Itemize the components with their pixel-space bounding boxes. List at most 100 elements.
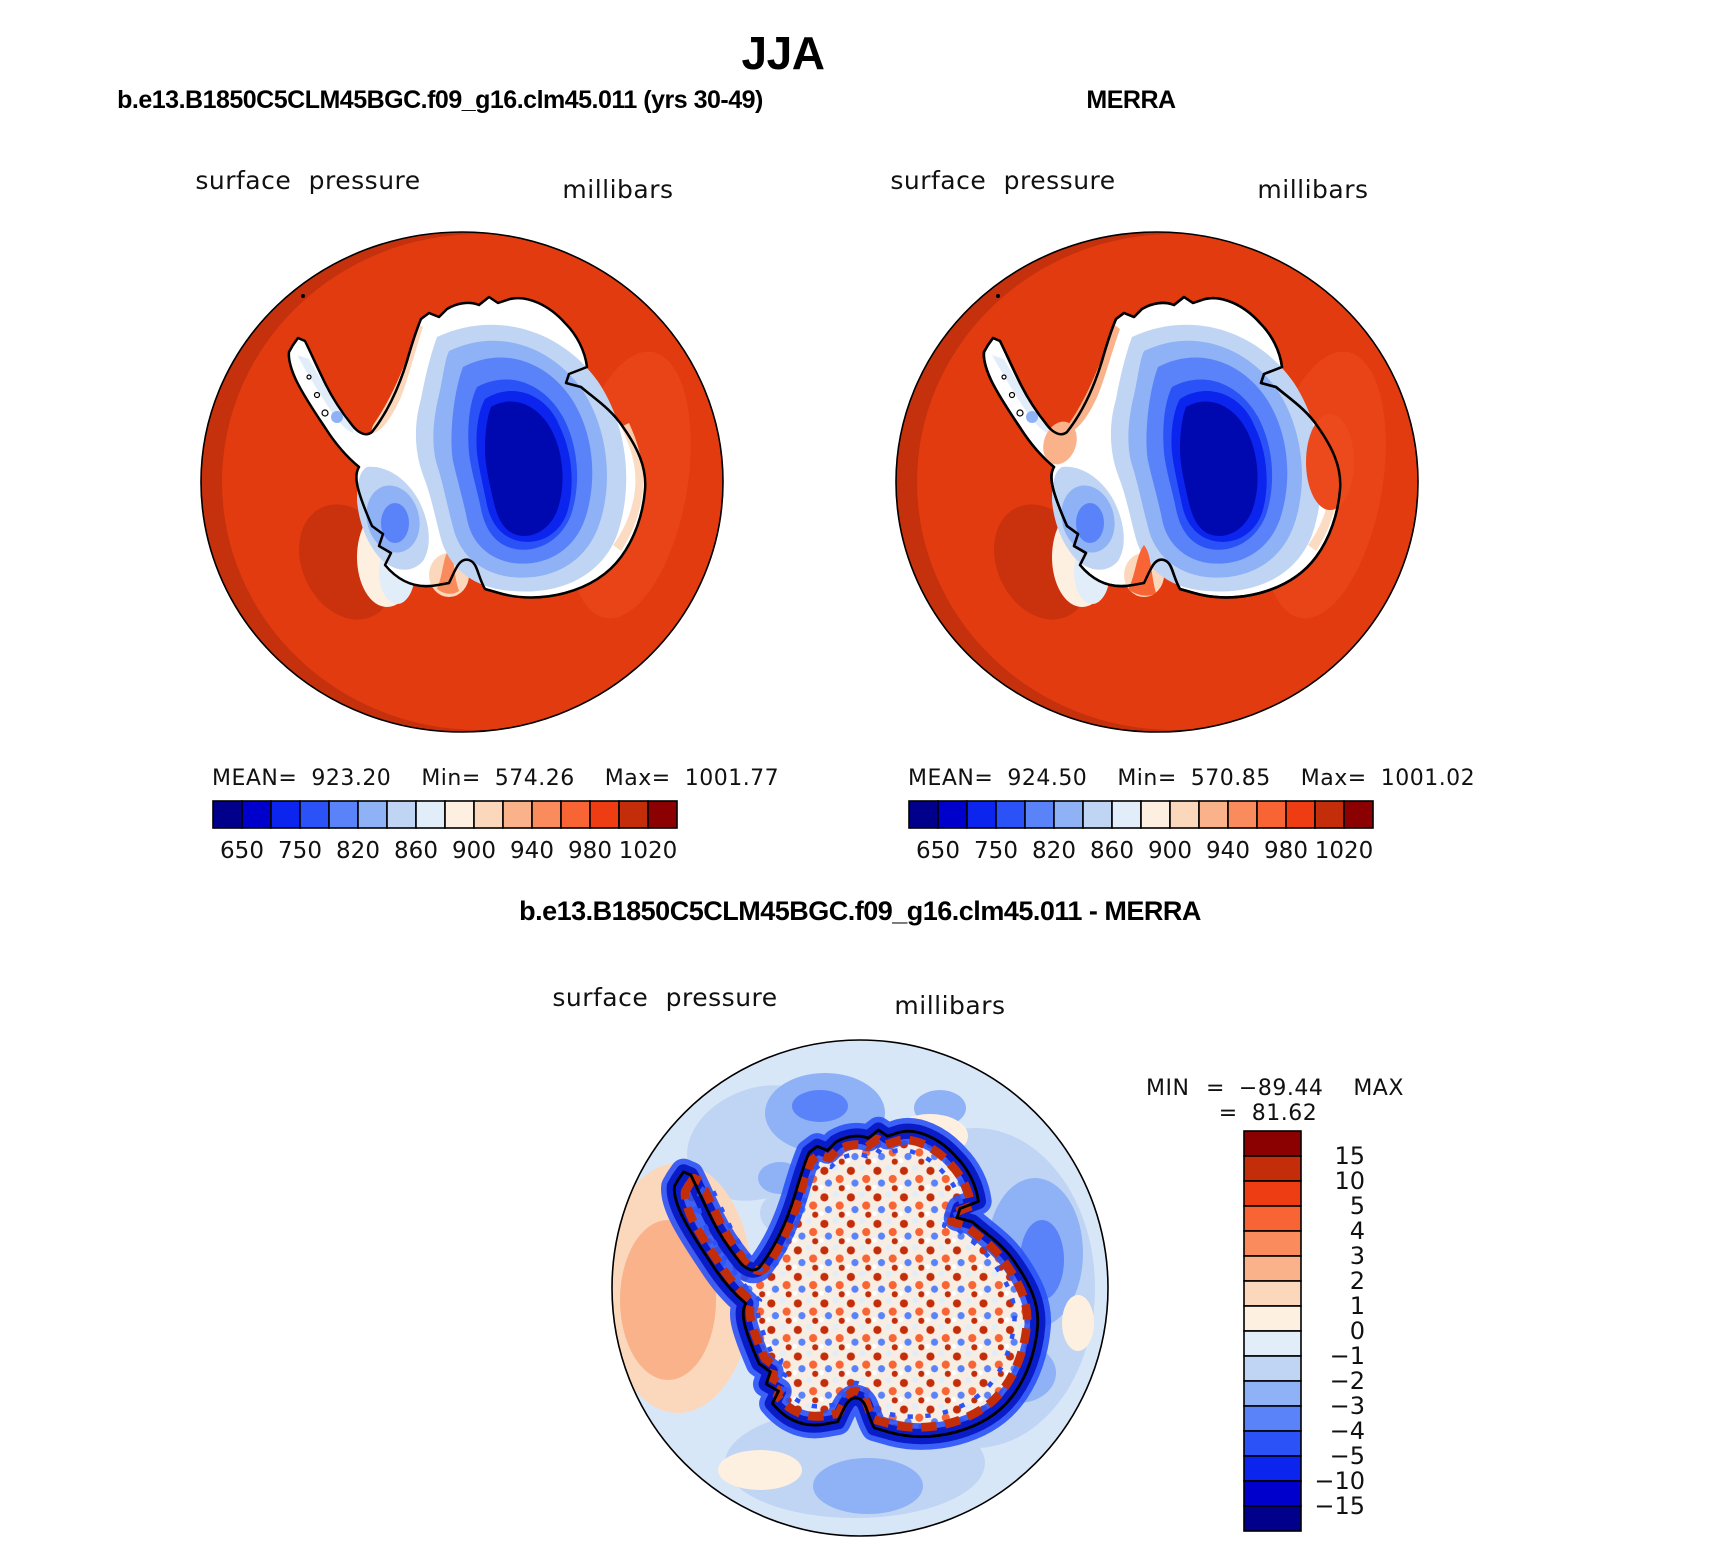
pressure-core bbox=[485, 401, 563, 536]
diff-warm-patch-core bbox=[620, 1220, 716, 1380]
merra-units-label: millibars bbox=[1257, 175, 1369, 204]
model-stats-row: MEAN= 923.20 Min= 574.26 Max= 1001.77 bbox=[212, 766, 779, 791]
diff-max-label: MAX = bbox=[1218, 1076, 1404, 1126]
island bbox=[306, 374, 312, 380]
tick-label: 15 bbox=[1334, 1142, 1365, 1170]
tick-label: 0 bbox=[1350, 1317, 1365, 1345]
colorbar-cell bbox=[937, 800, 968, 829]
colorbar-cell bbox=[1285, 800, 1316, 829]
colorbar-cell bbox=[1243, 1305, 1302, 1332]
tick-label: −10 bbox=[1314, 1467, 1365, 1495]
mean-label: MEAN= bbox=[212, 766, 298, 791]
map-outline bbox=[200, 231, 724, 733]
min-label: Min= bbox=[1117, 766, 1177, 791]
ross-wedge bbox=[437, 549, 459, 594]
tick-label: 3 bbox=[1350, 1242, 1365, 1270]
colorbar-cell bbox=[531, 800, 562, 829]
colorbar-cell bbox=[1256, 800, 1287, 829]
colorbar-cell bbox=[415, 800, 446, 829]
tick-label: 4 bbox=[1350, 1217, 1365, 1245]
merra-map-overlays bbox=[982, 295, 1354, 599]
tick-label: 650 bbox=[220, 838, 264, 864]
merra-colorbar: 650 750 820 860 900 940 980 1020 bbox=[908, 800, 1374, 864]
colorbar-cell bbox=[1243, 1205, 1302, 1232]
tick-label: 980 bbox=[1264, 838, 1308, 864]
tick-label: 1020 bbox=[1315, 838, 1374, 864]
colorbar-cell bbox=[1243, 1180, 1302, 1207]
tick-label: 2 bbox=[1350, 1267, 1365, 1295]
east-coast-band bbox=[613, 423, 644, 551]
tick-label: 820 bbox=[336, 838, 380, 864]
diff-deepest-blue-spot bbox=[792, 1090, 848, 1122]
mean-value: 924.50 bbox=[1007, 766, 1088, 791]
colorbar-cell bbox=[1243, 1230, 1302, 1257]
diff-min-value: −89.44 bbox=[1238, 1076, 1324, 1101]
colorbar-cell bbox=[444, 800, 475, 829]
colorbar-cell bbox=[1343, 800, 1374, 829]
colorbar-cell bbox=[1169, 800, 1200, 829]
min-label: Min= bbox=[421, 766, 481, 791]
mean-value: 923.20 bbox=[311, 766, 392, 791]
tick-label: 750 bbox=[974, 838, 1018, 864]
colorbar-cell bbox=[1243, 1405, 1302, 1432]
merra-ocean-light-ellipse bbox=[1306, 414, 1354, 510]
model-panel-title: b.e13.B1850C5CLM45BGC.f09_g16.clm45.011 … bbox=[117, 86, 763, 114]
diff-colorbar-ticks: 15 10 5 4 3 2 1 0 −1 −2 −3 −4 −5 −10 −15 bbox=[1314, 1142, 1365, 1520]
colorbar-cell bbox=[1314, 800, 1345, 829]
colorbar-cell bbox=[1243, 1130, 1302, 1157]
diff-min-label: MIN = bbox=[1146, 1076, 1225, 1101]
tick-label: 1020 bbox=[619, 838, 678, 864]
colorbar-cell bbox=[1243, 1505, 1302, 1532]
model-variable-label: surface pressure bbox=[195, 166, 421, 195]
colorbar-cell bbox=[1243, 1255, 1302, 1282]
diff-surface-pressure-map bbox=[611, 1039, 1109, 1537]
diff-cream-patch bbox=[1062, 1295, 1094, 1351]
mean-label: MEAN= bbox=[908, 766, 994, 791]
tick-label: 940 bbox=[1206, 838, 1250, 864]
colorbar-cell bbox=[357, 800, 388, 829]
diff-cream-patch bbox=[718, 1450, 802, 1490]
colorbar-cell bbox=[1082, 800, 1113, 829]
diff-variable-label: surface pressure bbox=[552, 983, 778, 1012]
west-lobe-l3 bbox=[381, 503, 409, 543]
model-units-label: millibars bbox=[562, 175, 674, 204]
min-value: 570.85 bbox=[1190, 766, 1271, 791]
tick-label: 820 bbox=[1032, 838, 1076, 864]
diff-colorbar: 15 10 5 4 3 2 1 0 −1 −2 −3 −4 −5 −10 −15 bbox=[1243, 1130, 1365, 1532]
colorbar-cell bbox=[1243, 1430, 1302, 1457]
min-value: 574.26 bbox=[494, 766, 575, 791]
colorbar-cell bbox=[1243, 1380, 1302, 1407]
colorbar-cell bbox=[589, 800, 620, 829]
island bbox=[301, 294, 305, 298]
island bbox=[321, 409, 329, 417]
diff-max-value: 81.62 bbox=[1251, 1101, 1318, 1126]
tick-label: −1 bbox=[1330, 1342, 1365, 1370]
merra-colorbar-ticks: 650 750 820 860 900 940 980 1020 bbox=[916, 838, 1373, 864]
tick-label: 980 bbox=[568, 838, 612, 864]
colorbar-cell bbox=[299, 800, 330, 829]
colorbar-cell bbox=[1243, 1455, 1302, 1482]
max-label: Max= bbox=[604, 766, 671, 791]
max-label: Max= bbox=[1300, 766, 1367, 791]
tick-label: 650 bbox=[916, 838, 960, 864]
colorbar-cell bbox=[473, 800, 504, 829]
merra-panel-title: MERRA bbox=[1086, 86, 1176, 114]
tick-label: 5 bbox=[1350, 1192, 1365, 1220]
season-title: JJA bbox=[741, 27, 825, 79]
tick-label: 900 bbox=[1148, 838, 1192, 864]
tick-label: −5 bbox=[1330, 1442, 1365, 1470]
diff-deep-blue-blob bbox=[813, 1458, 923, 1514]
colorbar-cell bbox=[1243, 1330, 1302, 1357]
colorbar-cell bbox=[1198, 800, 1229, 829]
diff-minmax-row: MIN = −89.44 MAX = 81.62 bbox=[1090, 1076, 1460, 1126]
merra-stats-row: MEAN= 924.50 Min= 570.85 Max= 1001.02 bbox=[908, 766, 1475, 791]
model-colorbar: 650 750 820 860 900 940 980 1020 bbox=[212, 800, 678, 864]
colorbar-cell bbox=[1140, 800, 1171, 829]
tick-label: 860 bbox=[394, 838, 438, 864]
island bbox=[313, 391, 321, 399]
tick-label: 940 bbox=[510, 838, 554, 864]
colorbar-cell bbox=[1053, 800, 1084, 829]
model-colorbar-ticks: 650 750 820 860 900 940 980 1020 bbox=[220, 838, 677, 864]
peninsula-blue-spot bbox=[331, 411, 343, 423]
